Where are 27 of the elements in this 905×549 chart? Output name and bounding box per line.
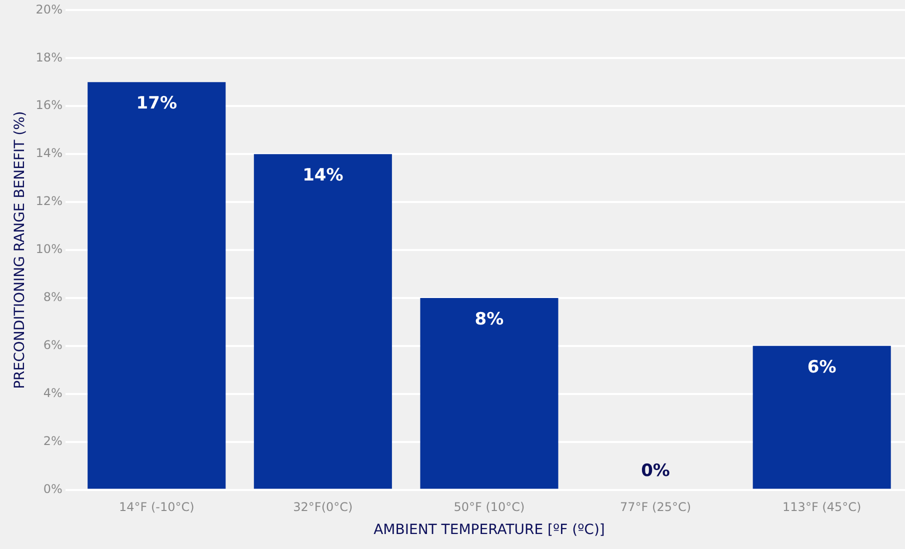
data-label: 0% — [641, 461, 670, 482]
y-tick-label: 14% — [36, 146, 62, 160]
bar — [254, 154, 392, 489]
x-tick-label: 32°F(0°C) — [293, 500, 353, 514]
x-tick-label: 50°F (10°C) — [454, 500, 525, 514]
y-tick-label: 12% — [36, 194, 62, 208]
y-tick-label: 18% — [36, 50, 62, 64]
x-tick-label: 77°F (25°C) — [620, 500, 692, 514]
data-label: 14% — [302, 166, 344, 186]
y-tick-label: 20% — [36, 2, 62, 16]
y-tick-label: 10% — [36, 242, 62, 256]
data-label: 6% — [807, 357, 836, 378]
y-axis-title: PRECONDITIONING RANGE BENEFIT (%) — [12, 111, 28, 389]
data-label: 8% — [474, 309, 504, 330]
y-tick-label: 16% — [36, 98, 62, 112]
bar — [420, 298, 558, 489]
y-tick-label: 0% — [43, 482, 62, 496]
bar — [88, 82, 226, 489]
y-tick-label: 4% — [43, 386, 62, 400]
bar — [752, 346, 891, 489]
x-tick-label: 14°F (-10°C) — [118, 500, 194, 514]
y-tick-label: 2% — [43, 434, 62, 448]
y-tick-label: 8% — [43, 290, 62, 304]
x-tick-label: 113°F (45°C) — [782, 500, 862, 514]
data-label: 17% — [136, 94, 177, 114]
x-axis-title: AMBIENT TEMPERATURE [ºF (ºC)] — [374, 522, 605, 538]
y-tick-label: 6% — [43, 338, 62, 352]
